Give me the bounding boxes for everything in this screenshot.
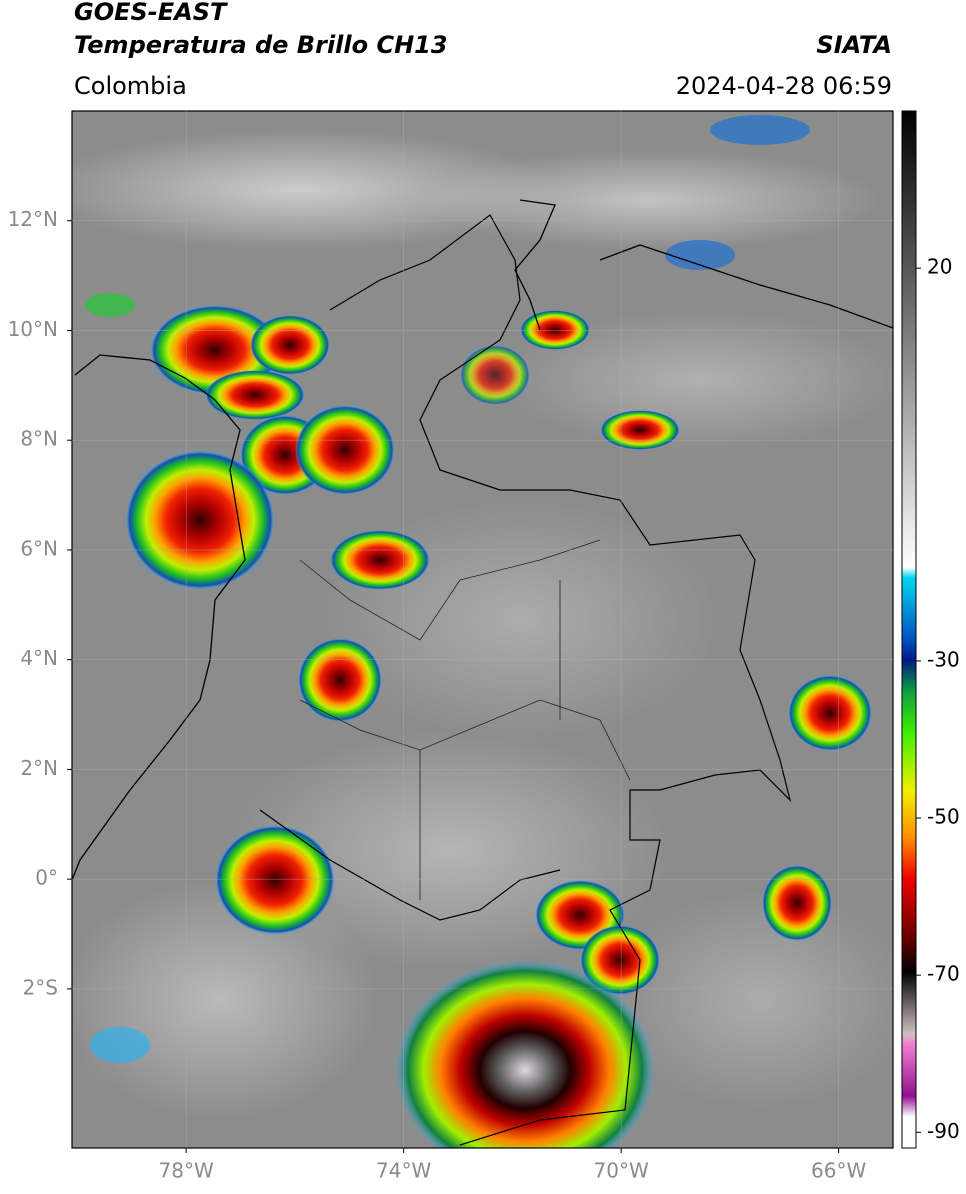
colorbar-tick-label: -90 <box>927 1119 960 1143</box>
x-tick-label: 74°W <box>376 1159 431 1183</box>
y-tick-label: 4°N <box>20 646 58 670</box>
y-tick-label: 0° <box>35 866 58 890</box>
y-tick-label: 12°N <box>8 207 58 231</box>
x-tick-label: 66°W <box>811 1159 866 1183</box>
title: GOES-EAST <box>74 0 228 26</box>
subtitle: Temperatura de Brillo CH13 <box>74 31 448 59</box>
y-tick-label: 6°N <box>20 536 58 560</box>
y-tick-label: 2°N <box>20 756 58 780</box>
colorbar-tick-label: -70 <box>927 962 960 986</box>
y-tick-label: 2°S <box>23 975 58 999</box>
x-tick-label: 70°W <box>594 1159 649 1183</box>
y-tick-label: 8°N <box>20 427 58 451</box>
imagery <box>72 111 893 1148</box>
source: SIATA <box>816 31 892 59</box>
timestamp: 2024-04-28 06:59 <box>676 72 892 100</box>
y-tick-label: 10°N <box>8 317 58 341</box>
colorbar-tick-label: -50 <box>927 805 960 829</box>
region: Colombia <box>74 72 187 100</box>
colorbar <box>901 110 917 1149</box>
plot-frame <box>71 110 894 1149</box>
colorbar-tick-label: 20 <box>927 255 952 279</box>
x-tick-label: 78°W <box>159 1159 214 1183</box>
colorbar-tick-label: -30 <box>927 647 960 671</box>
